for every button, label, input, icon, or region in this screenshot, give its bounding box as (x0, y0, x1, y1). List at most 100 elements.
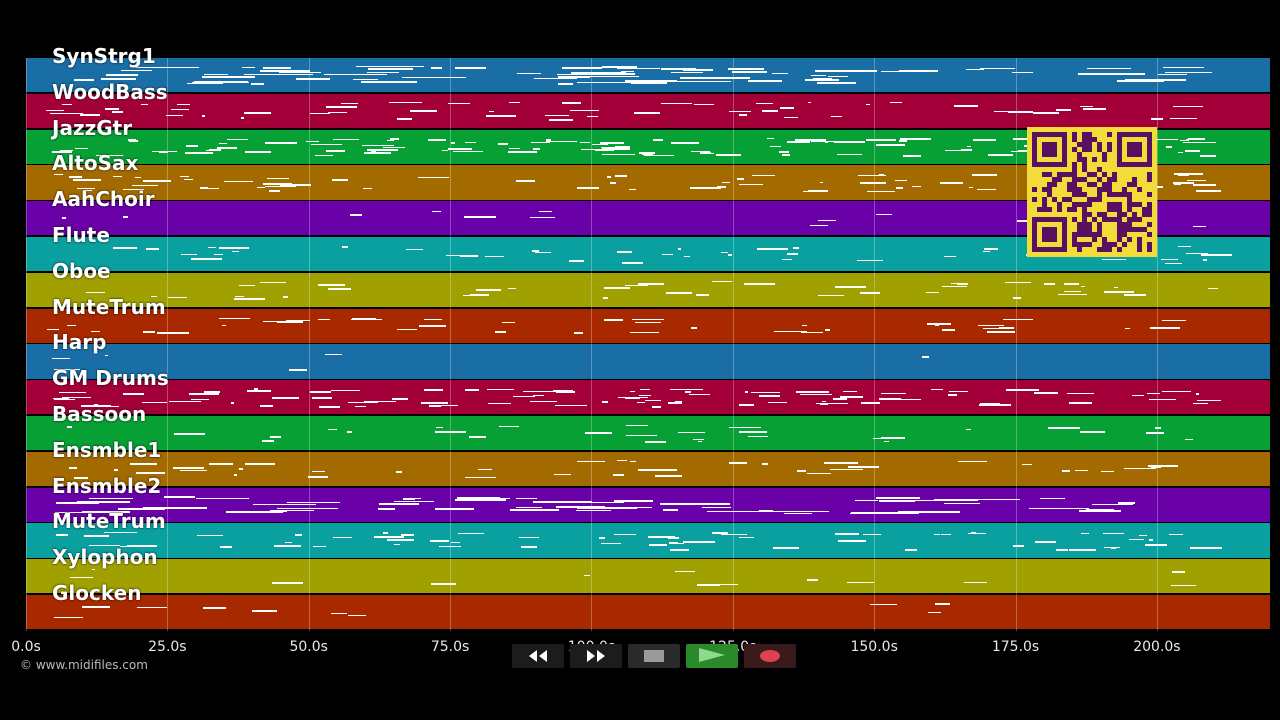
track-label: Ensmble1 (52, 437, 162, 462)
midi-note (629, 461, 636, 463)
midi-note (531, 142, 551, 144)
midi-note (796, 469, 807, 472)
midi-note (517, 72, 541, 74)
midi-note (739, 183, 764, 185)
midi-note (600, 146, 624, 148)
midi-note (805, 79, 839, 82)
track-lane[interactable] (26, 523, 1270, 558)
midi-note (148, 509, 166, 511)
midi-note (1187, 179, 1206, 181)
midi-note (1149, 399, 1176, 401)
track-lane[interactable] (26, 595, 1270, 630)
midi-note (987, 153, 1013, 156)
midi-note (1086, 508, 1115, 510)
midi-note (767, 401, 787, 403)
midi-note (515, 498, 537, 500)
midi-note (523, 391, 538, 393)
midi-note (756, 103, 771, 105)
track-lane[interactable] (26, 308, 1270, 343)
midi-note (950, 282, 962, 284)
track-lane[interactable] (26, 380, 1270, 415)
midi-note (191, 81, 250, 83)
midi-note (624, 397, 640, 400)
midi-note (509, 508, 560, 511)
track-lane[interactable] (26, 559, 1270, 594)
midi-note (762, 109, 779, 112)
midi-note (219, 247, 249, 250)
midi-note (815, 402, 848, 404)
grid-line (1015, 58, 1017, 631)
midi-note (739, 113, 747, 116)
midi-note (603, 318, 623, 321)
midi-note (318, 405, 341, 408)
midi-note (1080, 532, 1089, 534)
midi-note (173, 467, 204, 469)
midi-note (259, 281, 287, 283)
midi-note (944, 502, 980, 504)
midi-note (268, 190, 280, 193)
midi-note (549, 118, 573, 121)
track-lane[interactable] (26, 487, 1270, 522)
track-lane[interactable] (26, 58, 1270, 93)
track-lane[interactable] (26, 93, 1270, 129)
track-lane[interactable] (26, 416, 1270, 451)
midi-note (576, 460, 605, 462)
midi-note (807, 189, 828, 192)
midi-note (62, 216, 67, 219)
midi-note (1104, 290, 1134, 293)
midi-note (341, 246, 348, 249)
midi-note (432, 211, 441, 213)
midi-note (1139, 534, 1148, 536)
midi-note (533, 500, 592, 503)
midi-note (259, 405, 274, 408)
midi-note (1185, 439, 1194, 441)
fast-forward-button[interactable] (570, 644, 622, 668)
record-button[interactable] (744, 644, 796, 668)
midi-note (459, 254, 479, 257)
track-label: MuteTrum (52, 294, 166, 319)
midi-note (451, 142, 455, 145)
midi-note (515, 179, 536, 182)
track-lane[interactable] (26, 344, 1270, 379)
midi-note (387, 139, 394, 141)
midi-note (635, 321, 662, 323)
track-lane[interactable] (26, 272, 1270, 308)
midi-note (533, 147, 541, 150)
play-button[interactable] (686, 644, 738, 668)
midi-note (209, 463, 234, 466)
midi-note (441, 149, 448, 151)
midi-note (879, 500, 916, 503)
midi-note (811, 74, 826, 76)
midi-note (944, 255, 957, 257)
midi-note (728, 427, 762, 429)
midi-note (1067, 393, 1095, 395)
stop-button[interactable] (628, 644, 680, 668)
midi-note (412, 328, 418, 330)
midi-note (1149, 327, 1180, 330)
midi-note (670, 548, 690, 551)
midi-note (310, 390, 332, 393)
midi-note (1129, 539, 1144, 541)
midi-note (1101, 470, 1114, 472)
midi-note (954, 105, 978, 108)
midi-note (112, 176, 122, 178)
track-label: Xylophon (52, 545, 158, 570)
qr-code (1027, 127, 1157, 257)
midi-note (787, 141, 811, 144)
midi-note (629, 331, 659, 333)
midi-note (284, 542, 292, 543)
midi-note (151, 150, 178, 152)
midi-note (239, 284, 256, 286)
midi-note (447, 103, 470, 105)
midi-note (736, 178, 744, 181)
midi-note (523, 390, 554, 392)
midi-note (899, 139, 907, 142)
midi-note (1012, 72, 1034, 74)
midi-note (1055, 108, 1072, 111)
midi-note (323, 74, 387, 76)
midi-note (127, 544, 158, 547)
midi-note (602, 147, 630, 150)
midi-note (1057, 293, 1088, 295)
midi-note (418, 176, 449, 178)
rewind-button[interactable] (512, 644, 564, 668)
